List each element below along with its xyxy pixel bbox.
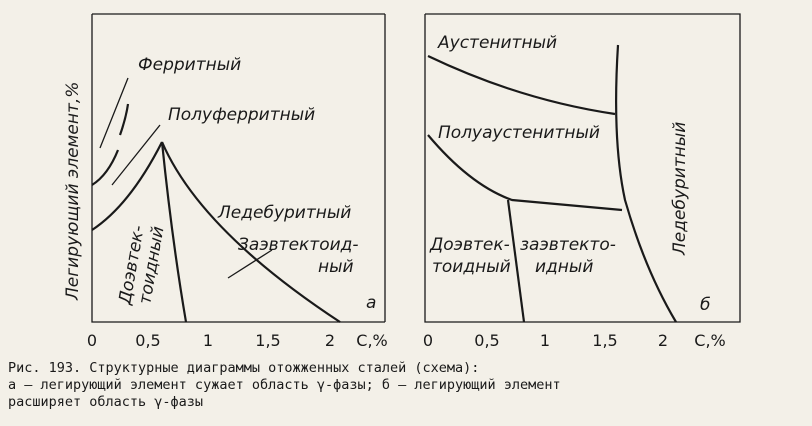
tick-label: 2 (658, 331, 668, 350)
tick-label: 1 (540, 331, 550, 350)
region-label: Ледебуритный (670, 122, 690, 256)
region-label: заэвтекто- (520, 235, 616, 255)
leader (111, 124, 161, 186)
tick-label: 0,5 (135, 331, 160, 350)
tick-label: С,% (694, 331, 725, 350)
curve (506, 199, 526, 323)
tick-label: 0 (423, 331, 433, 350)
panel-letter: а (366, 293, 376, 313)
region-label: Аустенитный (437, 33, 557, 53)
curve (427, 134, 623, 212)
region-label: Ферритный (138, 55, 241, 75)
tick-label: 1,5 (255, 331, 280, 350)
frame-b (424, 13, 741, 323)
region-label: Полуаустенитный (438, 123, 600, 143)
caption-line: а — легирующий элемент сужает область γ-… (8, 377, 561, 393)
region-label: Ледебуритный (217, 203, 351, 223)
caption-line: Рис. 193. Структурные диаграммы отожженн… (8, 360, 479, 376)
leader (99, 77, 129, 149)
tick-label: 0 (87, 331, 97, 350)
region-label: тоидный (432, 257, 511, 277)
region-label: Доэвтек- (429, 235, 510, 255)
curve (160, 141, 188, 323)
region-label: ный (318, 257, 354, 277)
tick-labels: 0 0,5 1 1,5 2 С,% (423, 331, 726, 350)
tick-label: С,% (356, 331, 387, 350)
y-axis-label: Легирующий элемент,% (63, 82, 83, 301)
tick-label: 1,5 (592, 331, 617, 350)
tick-labels: 0 0,5 1 1,5 2 С,% (87, 331, 388, 350)
curve (91, 149, 120, 186)
panel-letter: б (700, 295, 710, 315)
leader (227, 249, 273, 279)
region-label: Полуферритный (168, 105, 315, 125)
region-label: Заэвтектоид- (238, 235, 359, 255)
caption-line: расширяет область γ-фазы (8, 394, 203, 410)
frame-a (91, 13, 386, 323)
tick-label: 2 (325, 331, 335, 350)
curve (118, 103, 130, 136)
curve (160, 141, 341, 323)
curve (427, 55, 616, 116)
curve (91, 141, 163, 231)
tick-label: 0,5 (474, 331, 499, 350)
tick-label: 1 (203, 331, 213, 350)
region-label: идный (535, 257, 593, 277)
curve (615, 44, 677, 323)
